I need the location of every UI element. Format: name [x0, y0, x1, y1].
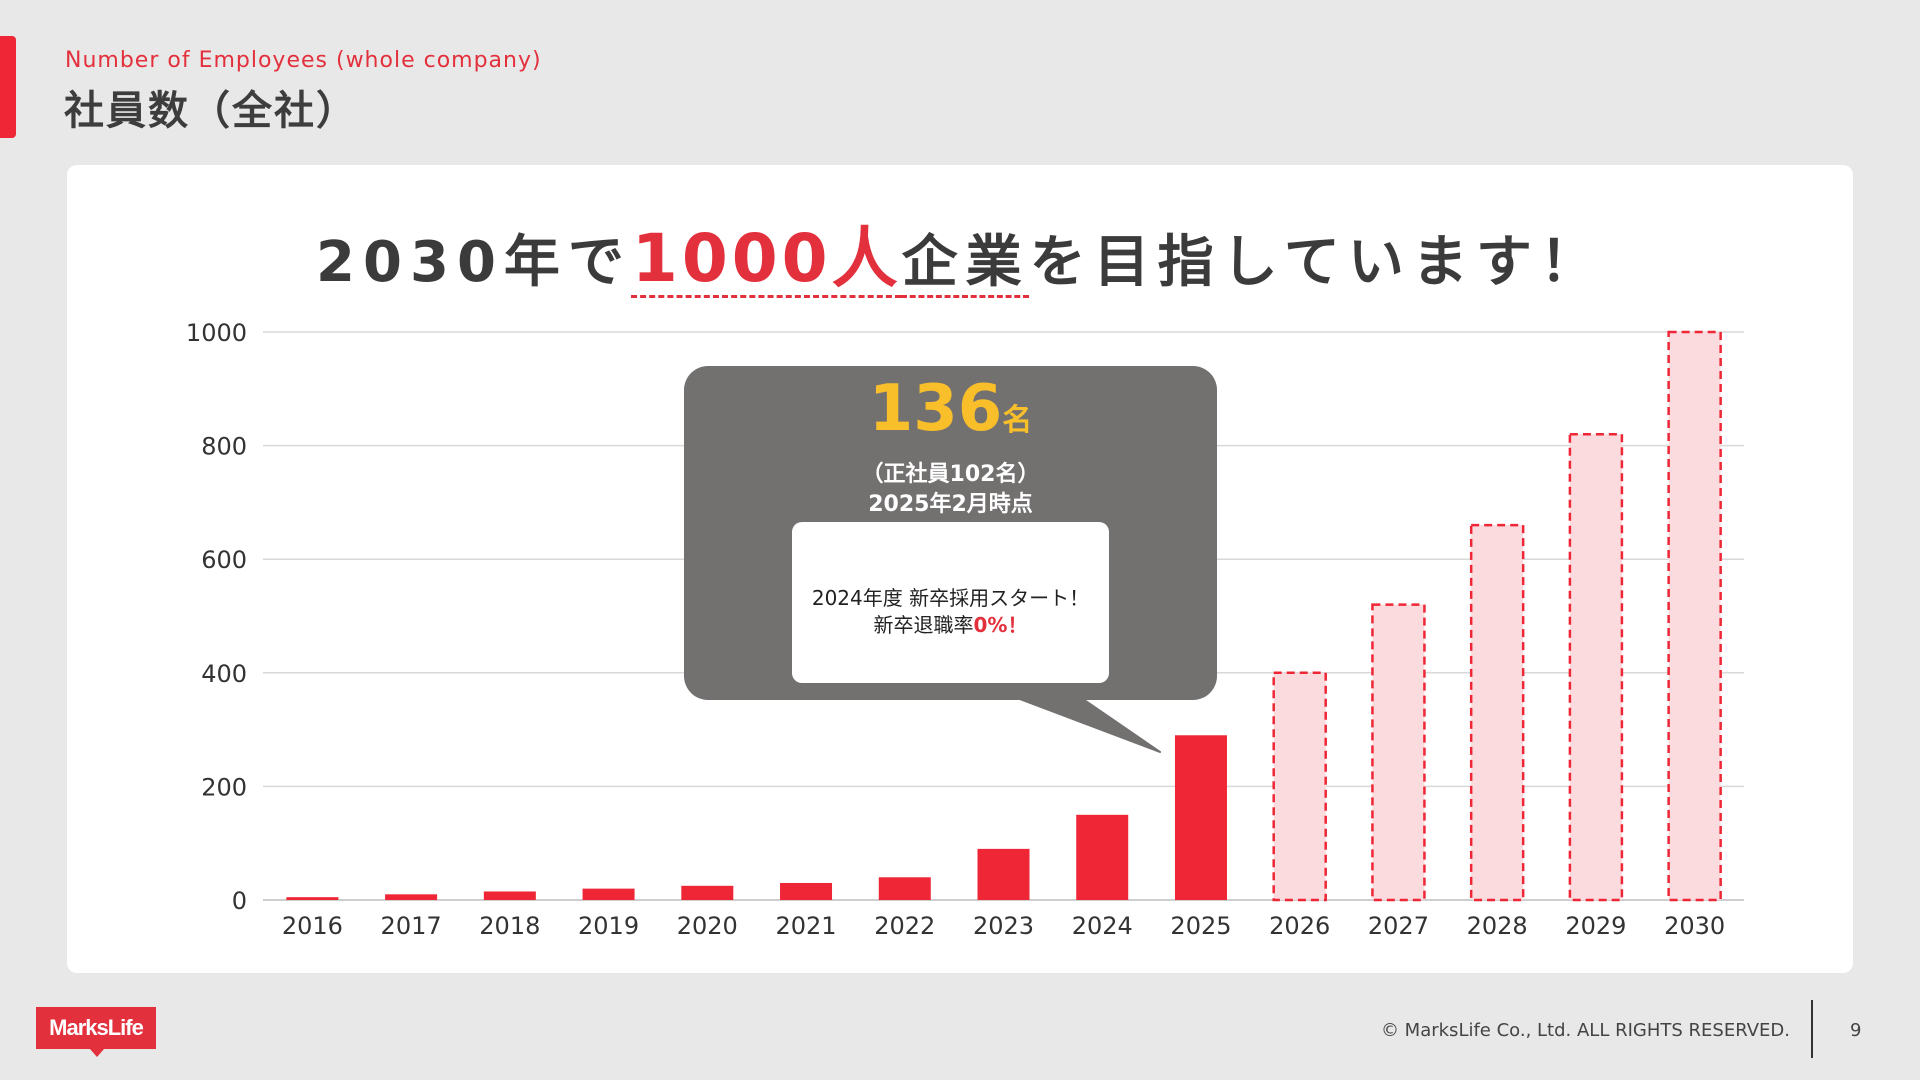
x-tick-label-2027: 2027 — [1368, 912, 1429, 940]
callout-note-prefix: 新卒退職率 — [873, 613, 974, 637]
y-tick-label-400: 400 — [201, 660, 247, 688]
page-number: 9 — [1850, 1020, 1862, 1041]
bar-2028 — [1469, 523, 1525, 902]
headline-part-3: 企業 — [901, 230, 1030, 295]
bar-2018 — [483, 891, 536, 900]
marks-life-logo: MarksLife — [36, 1007, 156, 1057]
bar-2021 — [780, 882, 833, 900]
callout-note-box — [792, 522, 1109, 683]
x-tick-label-2021: 2021 — [775, 912, 836, 940]
headline: 2030年で1000人企業を目指しています！ — [0, 205, 1920, 301]
callout-note-line-2: 新卒退職率0%！ — [792, 609, 1109, 638]
chart-y-ticks: 0 200 400 600 800 1000 — [186, 319, 247, 915]
copyright: © MarksLife Co., Ltd. ALL RIGHTS RESERVE… — [1380, 1020, 1790, 1041]
callout-unit: 名 — [1002, 403, 1033, 438]
x-tick-label-2016: 2016 — [282, 912, 343, 940]
callout-note-highlight: 0%！ — [973, 613, 1028, 637]
headline-part-4: を目指しています！ — [1029, 230, 1604, 295]
y-tick-label-1000: 1000 — [186, 319, 247, 347]
x-tick-label-2023: 2023 — [973, 912, 1034, 940]
x-tick-label-2022: 2022 — [874, 912, 935, 940]
bar-2029 — [1568, 432, 1624, 902]
x-tick-label-2029: 2029 — [1565, 912, 1626, 940]
x-tick-label-2028: 2028 — [1467, 912, 1528, 940]
x-tick-label-2024: 2024 — [1072, 912, 1133, 940]
bar-2023 — [977, 848, 1030, 900]
slide-title-ja: 社員数（全社） — [64, 88, 358, 134]
chart-x-ticks: 2016 2017 2018 2019 2020 2021 2022 2023 2024 2025… — [282, 912, 1725, 940]
x-tick-label-2019: 2019 — [578, 912, 639, 940]
y-tick-label-600: 600 — [201, 546, 247, 574]
bar-2025 — [1174, 735, 1227, 900]
bar-2024 — [1076, 814, 1129, 900]
x-tick-label-2018: 2018 — [479, 912, 540, 940]
x-tick-label-2026: 2026 — [1269, 912, 1330, 940]
bar-2020 — [681, 885, 734, 900]
x-tick-label-2020: 2020 — [677, 912, 738, 940]
bar-2030 — [1667, 330, 1722, 902]
bar-2017 — [385, 894, 438, 900]
headline-highlight: 1000人 — [631, 220, 902, 297]
accent-bar — [0, 36, 16, 138]
callout-number: 136 — [868, 372, 1003, 446]
callout-line-1: （正社員102名） — [861, 462, 1040, 487]
slide-title-en: Number of Employees (whole company) — [65, 48, 542, 73]
callout-note-line-1: 2024年度 新卒採用スタート！ — [811, 586, 1090, 610]
x-tick-label-2030: 2030 — [1664, 912, 1725, 940]
headline-part-1: 2030年で — [316, 230, 632, 295]
callout-line-2: 2025年2月時点 — [868, 492, 1033, 517]
y-tick-label-200: 200 — [201, 773, 247, 801]
footer-divider — [1811, 1000, 1813, 1058]
bar-2022 — [878, 877, 931, 900]
x-tick-label-2017: 2017 — [381, 912, 442, 940]
y-tick-label-800: 800 — [201, 433, 247, 461]
bar-2019 — [582, 888, 635, 900]
bar-2026 — [1272, 671, 1327, 902]
bar-2016 — [286, 897, 339, 900]
x-tick-label-2025: 2025 — [1170, 912, 1231, 940]
y-tick-label-0: 0 — [232, 887, 247, 915]
callout-value: 136名 — [684, 372, 1217, 446]
chart-bars — [286, 330, 1722, 902]
bar-2027 — [1371, 603, 1426, 902]
